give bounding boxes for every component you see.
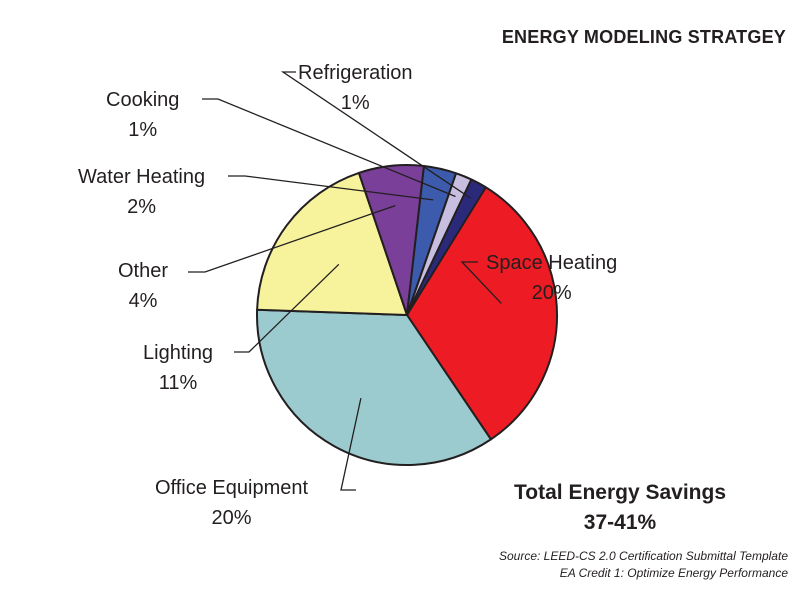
label-lighting-value: 11% bbox=[158, 372, 198, 394]
label-other-name: Other bbox=[118, 260, 169, 282]
total-value: 37-41% bbox=[583, 511, 657, 534]
label-cooking-value: 1% bbox=[128, 119, 158, 141]
label-water-heating-value: 2% bbox=[127, 196, 156, 218]
total-label: Total Energy Savings bbox=[514, 481, 726, 504]
pie-slices bbox=[256, 164, 558, 467]
label-refrigeration: Refrigeration 1% bbox=[298, 58, 413, 118]
chart-title: ENERGY MODELING STRATGEY bbox=[501, 27, 786, 47]
label-office-equipment-value: 20% bbox=[211, 507, 252, 529]
label-water-heating: Water Heating 2% bbox=[78, 162, 205, 222]
label-refrigeration-value: 1% bbox=[340, 92, 370, 114]
pie-slice-refrigeration bbox=[406, 178, 487, 316]
label-office-equipment: Office Equipment 20% bbox=[155, 473, 308, 533]
pie-slice-lighting bbox=[256, 171, 408, 316]
label-cooking: Cooking 1% bbox=[106, 85, 179, 145]
pie-slice-office-equipment bbox=[256, 308, 492, 467]
leader-line-office-equipment bbox=[340, 397, 362, 491]
label-water-heating-name: Water Heating bbox=[78, 166, 206, 188]
label-refrigeration-name: Refrigeration bbox=[298, 62, 413, 84]
label-other-value: 4% bbox=[128, 290, 158, 312]
leader-line-refrigeration bbox=[280, 71, 471, 199]
leader-line-cooking bbox=[202, 98, 456, 198]
leader-lines bbox=[188, 71, 502, 491]
label-lighting: Lighting 11% bbox=[143, 338, 213, 398]
leader-line-other bbox=[188, 204, 396, 273]
source-note: Source: LEED-CS 2.0 Certification Submit… bbox=[499, 548, 788, 582]
leader-line-space-heating bbox=[460, 261, 502, 304]
source-line-1: Source: LEED-CS 2.0 Certification Submit… bbox=[498, 549, 788, 563]
label-cooking-name: Cooking bbox=[106, 89, 180, 111]
leader-line-lighting bbox=[234, 263, 340, 353]
label-space-heating-name: Space Heating bbox=[486, 252, 618, 274]
label-space-heating-value: 20% bbox=[531, 282, 572, 304]
label-lighting-name: Lighting bbox=[143, 342, 214, 364]
label-office-equipment-name: Office Equipment bbox=[155, 477, 309, 499]
total-energy-savings: Total Energy Savings 37-41% bbox=[500, 478, 740, 538]
source-line-2: EA Credit 1: Optimize Energy Performance bbox=[559, 566, 788, 580]
label-other: Other 4% bbox=[118, 256, 168, 316]
leader-line-water-heating bbox=[228, 175, 434, 201]
label-space-heating: Space Heating 20% bbox=[486, 248, 617, 308]
